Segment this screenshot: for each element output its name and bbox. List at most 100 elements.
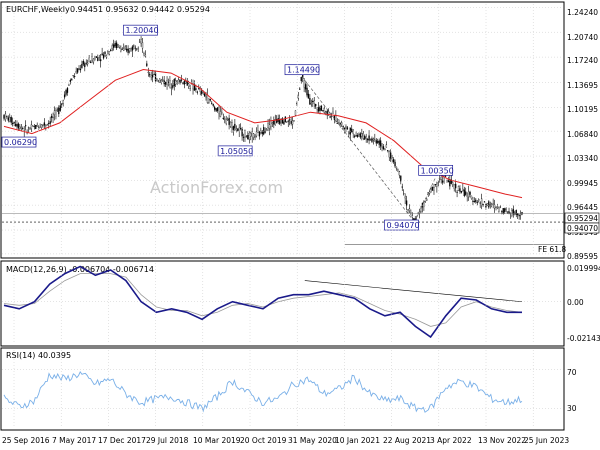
price-candle-body xyxy=(352,131,354,134)
macd-title: MACD(12,26,9) -0.006704 -0.006714 xyxy=(6,265,154,274)
price-candle-body xyxy=(289,119,291,121)
price-candle-body xyxy=(138,41,141,43)
price-candle-body xyxy=(369,138,372,140)
price-candle-body xyxy=(141,42,144,49)
price-candle-body xyxy=(131,46,134,51)
price-candle-body xyxy=(339,122,341,125)
price-candle-body xyxy=(444,175,447,177)
price-panel-frame xyxy=(0,1,565,259)
price-candle-body xyxy=(512,209,515,215)
price-candle-body xyxy=(307,93,310,99)
price-candle-body xyxy=(146,63,148,66)
price-candle-body xyxy=(498,207,500,212)
price-candle-body xyxy=(469,191,471,195)
price-candle-body xyxy=(358,133,360,136)
moving-average-line xyxy=(3,68,523,199)
price-candle-body xyxy=(149,74,151,76)
rsi-panel-frame xyxy=(0,347,565,431)
price-candle-body xyxy=(221,112,223,114)
price-candle-body xyxy=(426,198,428,201)
price-candle-body xyxy=(20,127,22,129)
x-tick: 10 Mar 2019 xyxy=(193,436,241,445)
price-candle-body xyxy=(160,79,162,83)
price-candle-body xyxy=(359,133,362,138)
price-candle-body xyxy=(467,191,470,198)
price-candle-body xyxy=(56,109,59,111)
axis-layer xyxy=(2,4,563,428)
price-candle-body xyxy=(496,206,499,208)
macd-y-tick: 0.019994 xyxy=(567,264,600,273)
price-candle-body xyxy=(81,64,83,69)
price-candle-body xyxy=(454,183,457,189)
price-candle-body xyxy=(323,108,325,113)
price-candle-body xyxy=(216,107,219,111)
price-candle-body xyxy=(78,68,80,70)
price-candle-body xyxy=(366,139,369,141)
price-candle-body xyxy=(278,120,281,124)
price-candle-body xyxy=(332,111,334,114)
price-candle-body xyxy=(265,129,268,131)
price-candle-body xyxy=(450,179,452,184)
price-candle-body xyxy=(316,107,318,110)
price-candle-body xyxy=(517,213,519,216)
price-candle-body xyxy=(303,80,305,88)
price-candle-body xyxy=(124,46,126,49)
fib-trendline xyxy=(301,76,415,223)
price-candle-body xyxy=(348,132,350,134)
price-candle-body xyxy=(234,123,236,129)
price-candle-body xyxy=(69,80,72,82)
price-candle-body xyxy=(515,210,517,215)
price-candle-body xyxy=(390,152,392,159)
price-candle-body xyxy=(92,58,95,63)
price-candle-body xyxy=(215,108,217,112)
price-candle-body xyxy=(407,209,409,211)
price-candle-body xyxy=(63,94,66,98)
price-y-tick: 1.06840 xyxy=(567,130,598,139)
last-price-label: 0.95294 xyxy=(567,214,598,223)
price-candle-body xyxy=(283,121,285,125)
price-y-tick: 1.24240 xyxy=(567,8,598,17)
price-candle-body xyxy=(460,190,463,193)
price-candle-body xyxy=(281,118,284,124)
watermark: ActionForex.com xyxy=(150,178,283,197)
price-candle-body xyxy=(32,125,34,127)
price-candle-body xyxy=(382,146,385,150)
price-candle-body xyxy=(457,186,460,191)
price-candle-body xyxy=(495,206,497,208)
price-candle-body xyxy=(134,47,136,49)
price-candle-body xyxy=(294,110,297,116)
price-candle-body xyxy=(13,121,15,124)
x-tick: 29 Jul 2018 xyxy=(146,436,189,445)
price-annotation-label: 1.00350 xyxy=(421,166,454,175)
price-candle-body xyxy=(84,63,86,68)
price-candle-body xyxy=(4,113,7,120)
price-candle-body xyxy=(105,55,108,58)
price-candle-body xyxy=(153,74,155,75)
price-candle-body xyxy=(312,100,314,103)
price-candle-body xyxy=(353,135,356,137)
price-candle-body xyxy=(244,130,246,138)
price-candle-body xyxy=(33,126,35,128)
price-candle-body xyxy=(361,133,363,137)
price-candle-body xyxy=(196,91,199,93)
price-candle-body xyxy=(320,105,323,111)
price-candle-body xyxy=(250,133,252,137)
macd-y-tick: -0.021434 xyxy=(567,334,600,343)
price-candle-body xyxy=(322,110,324,111)
price-candle-body xyxy=(286,121,288,123)
price-candle-body xyxy=(143,52,145,55)
price-candle-body xyxy=(258,131,261,137)
price-candle-body xyxy=(48,122,50,124)
price-candle-body xyxy=(89,61,92,63)
price-candle-body xyxy=(37,127,40,130)
price-candle-body xyxy=(248,133,250,140)
price-candle-body xyxy=(94,57,96,60)
price-y-tick: 1.20740 xyxy=(567,33,598,42)
price-candle-body xyxy=(39,126,41,128)
price-candle-body xyxy=(218,107,220,114)
price-candle-body xyxy=(209,99,211,101)
price-candle-body xyxy=(88,57,90,62)
macd-line xyxy=(3,265,522,339)
price-candle-body xyxy=(237,128,239,131)
x-axis: 25 Sep 2016 7 May 2017 17 Dec 2017 29 Ju… xyxy=(2,436,569,445)
